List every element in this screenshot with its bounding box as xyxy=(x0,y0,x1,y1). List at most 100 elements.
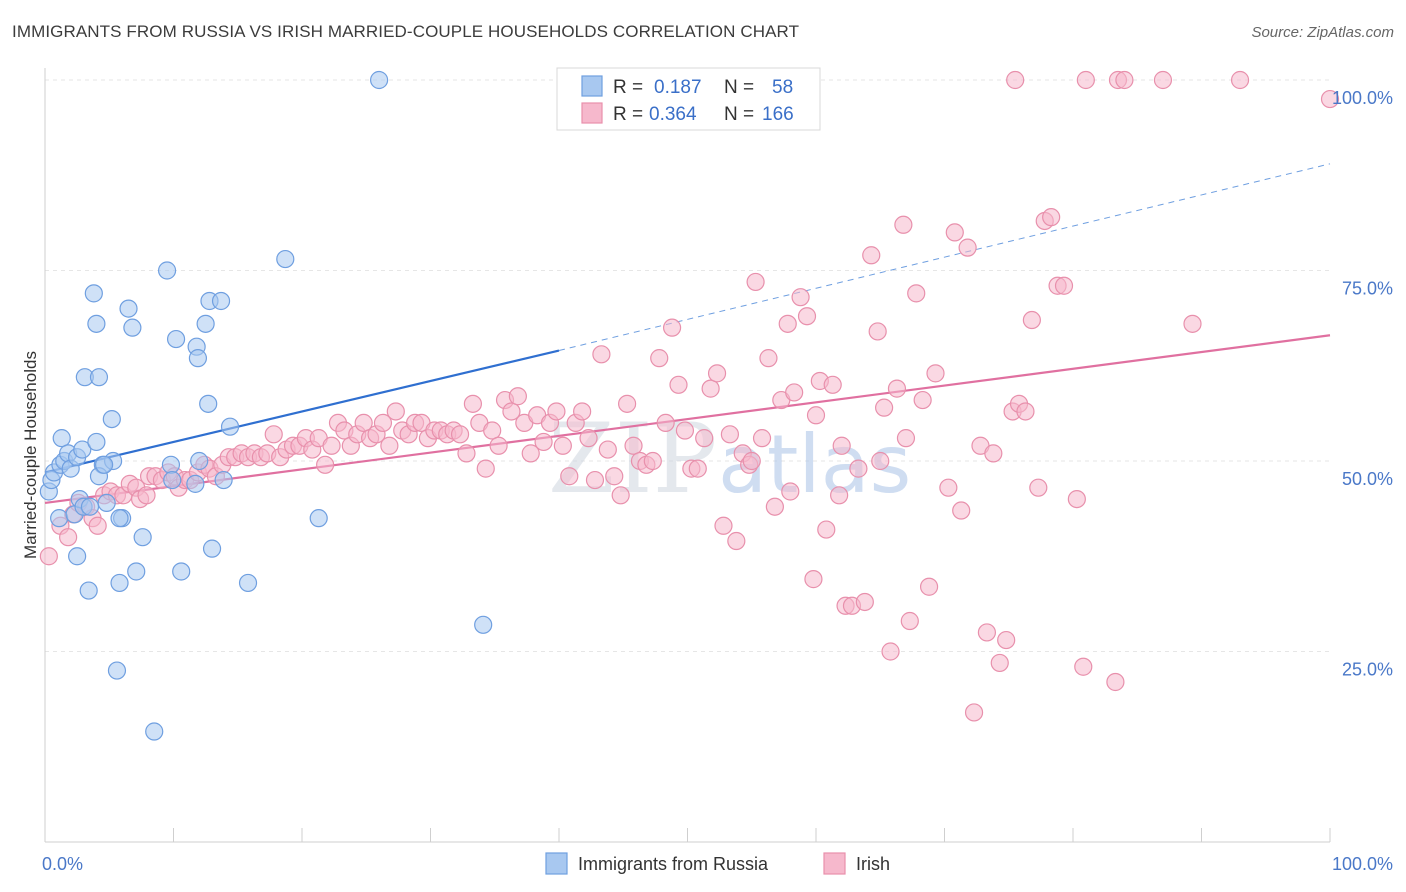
point-irish xyxy=(759,349,778,368)
point-russia xyxy=(186,474,205,493)
point-irish xyxy=(88,516,107,535)
point-irish xyxy=(964,703,984,722)
point-irish xyxy=(1067,490,1086,509)
y-tick-labels: 25.0% 50.0% 75.0% 100.0% xyxy=(1332,88,1393,680)
y-axis-title: Married-couple Households xyxy=(21,351,40,559)
point-irish xyxy=(1016,402,1035,421)
point-irish xyxy=(958,238,977,257)
point-irish xyxy=(952,501,971,520)
point-russia xyxy=(107,661,127,680)
point-irish xyxy=(489,436,508,455)
point-irish xyxy=(547,402,566,421)
point-irish xyxy=(1115,70,1134,90)
point-irish xyxy=(785,383,804,402)
x-tick-label-min: 0.0% xyxy=(42,854,83,874)
point-irish xyxy=(1183,314,1202,333)
data-points xyxy=(39,70,1340,741)
legend-r-label-irish: R = xyxy=(613,104,643,125)
point-irish xyxy=(720,425,740,444)
point-russia xyxy=(220,417,240,436)
trend-line-ext-0 xyxy=(558,163,1331,351)
legend-r-label-russia: R = xyxy=(613,77,643,98)
point-russia xyxy=(68,547,87,566)
point-russia xyxy=(202,539,222,558)
point-irish xyxy=(727,531,746,551)
point-irish xyxy=(534,432,553,452)
point-irish xyxy=(1042,208,1061,227)
point-russia xyxy=(133,528,152,547)
point-irish xyxy=(688,459,707,478)
point-irish xyxy=(662,318,682,337)
point-irish xyxy=(977,623,997,642)
point-irish xyxy=(476,459,495,478)
point-irish xyxy=(781,482,800,501)
point-russia xyxy=(110,573,129,593)
point-irish xyxy=(1006,70,1025,90)
point-irish xyxy=(650,349,669,368)
y-tick-label: 75.0% xyxy=(1342,279,1393,299)
point-irish xyxy=(1153,70,1173,90)
point-irish xyxy=(457,444,476,463)
point-russia xyxy=(110,509,129,528)
y-tick-label: 50.0% xyxy=(1342,469,1393,489)
point-irish xyxy=(1320,89,1340,109)
point-irish xyxy=(832,436,851,455)
series-label-irish: Irish xyxy=(856,854,890,874)
point-irish xyxy=(579,429,598,448)
point-irish xyxy=(817,520,836,539)
point-irish xyxy=(386,402,405,421)
point-irish xyxy=(1076,70,1095,90)
point-irish xyxy=(624,436,643,455)
point-irish xyxy=(707,364,727,383)
point-irish xyxy=(855,592,874,612)
point-russia xyxy=(309,509,328,528)
legend-n-value-irish: 166 xyxy=(762,104,794,125)
point-irish xyxy=(618,394,637,413)
point-russia xyxy=(166,329,186,349)
point-irish xyxy=(804,570,823,589)
stats-legend: R = 0.187 N = 58 R = 0.364 N = 166 xyxy=(556,67,821,131)
point-russia xyxy=(214,470,233,490)
point-russia xyxy=(145,722,164,741)
point-russia xyxy=(370,70,389,90)
point-russia xyxy=(211,291,231,311)
point-irish xyxy=(900,611,919,631)
point-irish xyxy=(778,314,797,333)
point-irish xyxy=(585,470,605,490)
legend-r-value-russia: 0.187 xyxy=(654,77,702,98)
source-label: Source: ZipAtlas.com xyxy=(1251,24,1394,41)
point-irish xyxy=(701,379,720,398)
point-irish xyxy=(1029,478,1048,497)
point-irish xyxy=(887,379,907,398)
point-irish xyxy=(746,272,765,292)
point-irish xyxy=(875,398,894,417)
y-tick-label: 100.0% xyxy=(1332,88,1393,108)
trend-lines xyxy=(44,163,1331,505)
point-irish xyxy=(483,421,502,440)
series-swatch-russia xyxy=(545,852,568,875)
point-russia xyxy=(172,562,191,581)
point-irish xyxy=(1230,70,1250,90)
point-russia xyxy=(199,394,218,413)
legend-n-label-irish: N = xyxy=(724,104,754,125)
point-irish xyxy=(896,429,916,448)
point-irish xyxy=(919,577,939,596)
series-swatch-irish xyxy=(823,852,846,875)
point-russia xyxy=(79,581,98,600)
point-irish xyxy=(907,284,926,303)
legend-swatch-irish xyxy=(581,102,603,124)
point-russia xyxy=(80,497,100,516)
point-irish xyxy=(611,486,630,505)
point-russia xyxy=(474,615,493,634)
point-irish xyxy=(605,467,624,486)
point-irish xyxy=(984,444,1003,463)
point-irish xyxy=(913,390,932,410)
point-russia xyxy=(95,455,114,474)
point-irish xyxy=(830,486,849,505)
point-irish xyxy=(797,307,817,326)
point-russia xyxy=(188,349,208,368)
point-irish xyxy=(997,630,1016,650)
point-irish xyxy=(871,451,890,471)
point-irish xyxy=(322,436,341,455)
